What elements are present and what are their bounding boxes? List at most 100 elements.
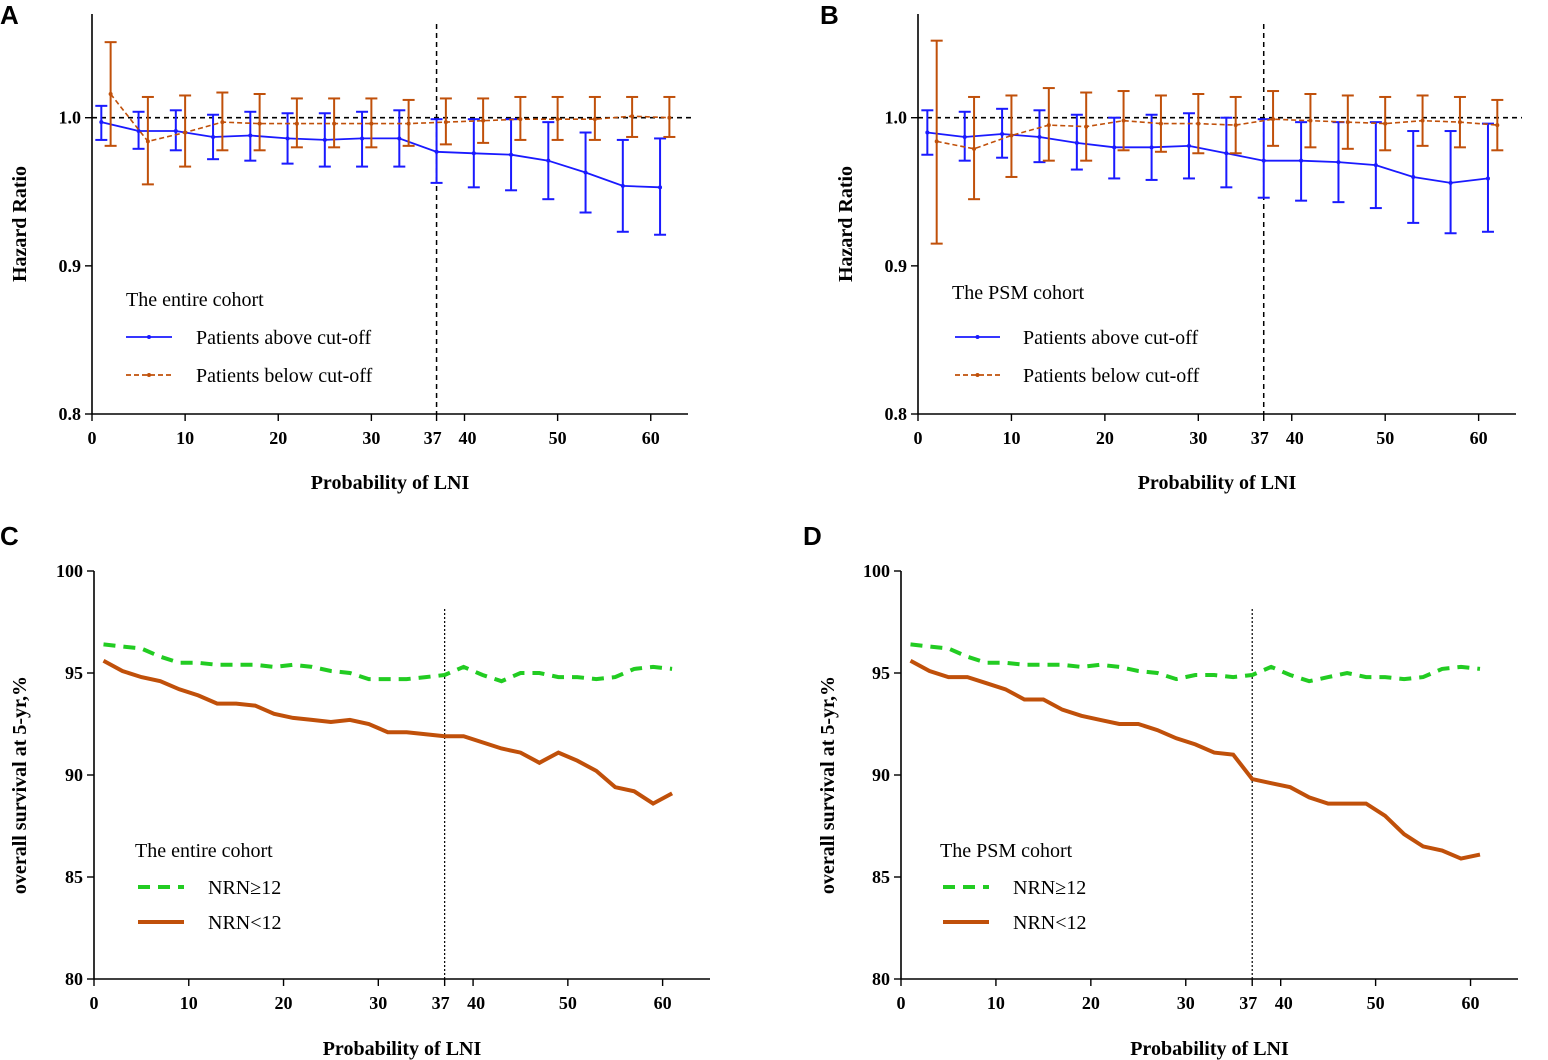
series-line — [103, 642, 673, 684]
data-point — [443, 120, 448, 125]
legend-marker — [975, 335, 980, 339]
x-tick-label: 10 — [176, 428, 194, 448]
data-point — [1261, 158, 1266, 163]
x-tick-label: 10 — [1002, 428, 1020, 448]
x-tick-label: 60 — [1470, 428, 1488, 448]
x-tick-label: 10 — [180, 993, 198, 1013]
x-tick-label: 60 — [642, 428, 660, 448]
x-tick-label: 10 — [987, 993, 1005, 1013]
x-tick-label: 40 — [459, 428, 477, 448]
series-line — [101, 121, 661, 189]
legend: The entire cohort NRN≥12 NRN<12 — [135, 840, 282, 934]
x-tick-label: 37 — [432, 993, 450, 1013]
x-tick-label: 50 — [1367, 993, 1385, 1013]
data-point — [962, 134, 967, 139]
data-point — [183, 130, 188, 135]
y-axis-title: Hazard Ratio — [835, 166, 857, 282]
y-tick-label: 1.0 — [885, 108, 908, 128]
data-point — [1448, 180, 1453, 185]
data-point — [332, 121, 337, 126]
data-point — [481, 118, 486, 123]
x-tick-label: 0 — [897, 993, 906, 1013]
legend-title: The entire cohort — [126, 289, 264, 311]
legend-label: NRN<12 — [1013, 912, 1087, 934]
legend-label: Patients above cut-off — [196, 327, 371, 349]
data-point — [1457, 120, 1462, 125]
legend-label: NRN≥12 — [208, 877, 281, 899]
series-line — [909, 659, 1481, 861]
data-point — [1000, 132, 1005, 136]
panel-letter: D — [803, 521, 822, 551]
data-point — [1373, 163, 1378, 168]
legend-title: The PSM cohort — [940, 840, 1073, 862]
series-1 — [921, 107, 1494, 235]
data-point — [108, 92, 113, 96]
data-point — [248, 133, 253, 138]
data-point — [397, 136, 402, 141]
data-point — [1112, 145, 1117, 150]
panel-c: C 80 85 90 95 100 0 10 20 30 37 40 50 60 Probability o… — [0, 521, 710, 1060]
data-point — [555, 117, 560, 122]
data-point — [620, 183, 625, 188]
x-tick-label: 20 — [269, 428, 287, 448]
series-2 — [930, 39, 1504, 245]
legend-marker — [147, 373, 151, 377]
data-point — [173, 129, 178, 134]
panel-a: A 0.8 0.9 1.0 0 10 20 30 37 40 50 60 Probability of … — [0, 0, 694, 494]
x-tick-label: 30 — [1189, 428, 1207, 448]
data-point — [1037, 134, 1042, 139]
data-point — [145, 139, 150, 144]
legend: The PSM cohort Patients above cut-off Pati… — [952, 282, 1200, 387]
data-point — [518, 117, 523, 122]
data-point — [1149, 145, 1154, 150]
x-axis-title: Probability of LNI — [1130, 1038, 1289, 1060]
data-point — [1046, 123, 1051, 128]
legend-marker — [147, 335, 151, 339]
data-point — [667, 115, 672, 120]
x-tick-label: 30 — [1177, 993, 1195, 1013]
data-point — [1420, 118, 1425, 123]
data-point — [1186, 143, 1191, 148]
data-point — [630, 114, 635, 119]
x-tick-label: 37 — [1239, 993, 1257, 1013]
data-point — [1196, 121, 1201, 126]
series-line — [109, 93, 670, 143]
data-point — [434, 149, 439, 154]
x-tick-label: 30 — [362, 428, 380, 448]
data-point — [1158, 121, 1163, 126]
y-tick-label: 0.9 — [59, 256, 82, 276]
data-point — [1299, 158, 1304, 163]
legend-label: Patients above cut-off — [1023, 327, 1198, 349]
data-point — [509, 152, 514, 157]
data-point — [1383, 121, 1388, 126]
data-point — [1411, 174, 1416, 179]
panel-b: B 0.8 0.9 1.0 0 10 20 30 37 40 50 60 Probability of … — [820, 0, 1522, 494]
data-point — [369, 121, 374, 126]
x-axis-title: Probability of LNI — [323, 1038, 482, 1060]
panel-letter: A — [0, 0, 19, 30]
series-1 — [103, 642, 673, 684]
x-tick-label: 40 — [1286, 428, 1304, 448]
series-2 — [102, 659, 674, 806]
data-point — [360, 136, 365, 141]
x-tick-label: 30 — [369, 993, 387, 1013]
data-point — [658, 185, 663, 190]
data-point — [294, 121, 299, 126]
panel-letter: C — [0, 521, 19, 551]
y-tick-label: 90 — [872, 765, 890, 785]
data-point — [99, 120, 104, 125]
legend-marker — [975, 373, 980, 377]
series-line — [936, 118, 1498, 150]
legend-label: Patients below cut-off — [1023, 365, 1200, 387]
data-point — [972, 146, 977, 151]
data-point — [583, 170, 588, 175]
data-point — [1009, 133, 1014, 138]
data-point — [1345, 120, 1350, 125]
x-tick-label: 50 — [549, 428, 567, 448]
y-tick-label: 0.8 — [885, 404, 908, 424]
x-axis-title: Probability of LNI — [311, 472, 470, 494]
data-point — [1121, 118, 1126, 123]
panel-d: D 80 85 90 95 100 0 10 20 30 37 40 50 60 Probability o… — [803, 521, 1518, 1060]
legend-label: Patients below cut-off — [196, 365, 373, 387]
legend-title: The entire cohort — [135, 840, 273, 862]
